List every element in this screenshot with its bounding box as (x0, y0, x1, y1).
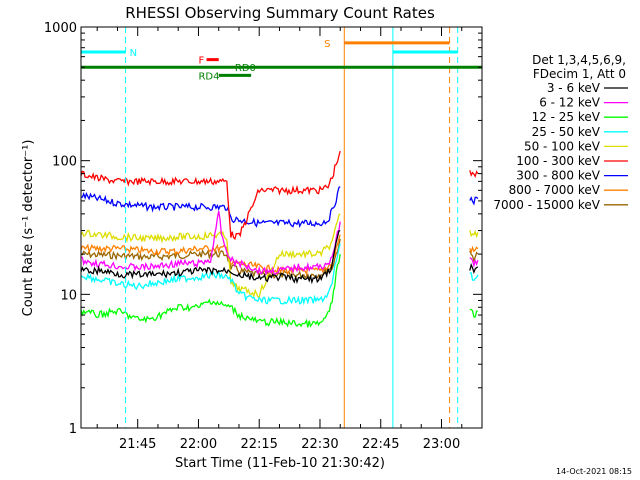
series-line-300-800-kev-seg0 (81, 186, 341, 229)
series-line-6-12-kev-seg0 (81, 210, 341, 276)
series-line-50-100-kev-seg0 (81, 213, 341, 299)
chart-title: RHESSI Observing Summary Count Rates (125, 4, 435, 22)
legend-label-800-7000-kev: 800 - 7000 keV (509, 183, 601, 197)
series-line-12-25-kev-seg0 (81, 254, 341, 328)
legend-label-25-50-kev: 25 - 50 keV (532, 125, 601, 139)
state-bar-label-s: S (324, 39, 330, 50)
series-line-3-6-kev-seg1 (469, 262, 479, 275)
series-line-25-50-kev-seg0 (81, 243, 341, 306)
series-line-7000-15000-kev-seg0 (81, 238, 341, 280)
series-line-25-50-kev-seg1 (469, 272, 479, 282)
plot-area: N S F RD0 RD4 (81, 27, 482, 428)
y-tick-label-1000: 1000 (44, 21, 77, 36)
legend-label-7000-15000-kev: 7000 - 15000 keV (493, 198, 600, 212)
legend-label-3-6-kev: 3 - 6 keV (547, 81, 601, 95)
legend-label-12-25-kev: 12 - 25 keV (532, 110, 601, 124)
legend-header-line-2: FDecim 1, Att 0 (533, 67, 626, 81)
series-line-300-800-kev-seg1 (469, 196, 479, 206)
y-tick-label-1: 1 (69, 422, 77, 437)
y-tick-label-100: 100 (52, 155, 77, 170)
x-tick-label-22:30: 22:30 (301, 437, 338, 452)
generation-timestamp: 14-Oct-2021 08:15 (556, 467, 632, 476)
series-line-6-12-kev-seg1 (469, 257, 479, 269)
series-line-12-25-kev-seg1 (469, 308, 478, 318)
x-tick-label-22:00: 22:00 (180, 437, 217, 452)
series-line-50-100-kev-seg1 (469, 229, 479, 239)
legend-label-6-12-kev: 6 - 12 keV (539, 96, 601, 110)
x-tick-label-21:45: 21:45 (119, 437, 156, 452)
legend: Det 1,3,4,5,6,9, FDecim 1, Att 0 3 - 6 k… (493, 53, 628, 212)
series-line-100-300-kev-seg0 (81, 150, 341, 241)
state-bar-label-f: F (198, 56, 204, 67)
x-tick-label-23:00: 23:00 (423, 437, 460, 452)
plot-content: N S F RD0 RD4 (81, 27, 482, 428)
y-axis-label: Count Rate (s⁻¹ detector⁻¹) (21, 140, 36, 317)
legend-label-300-800-kev: 300 - 800 keV (516, 169, 600, 183)
x-tick-label-22:45: 22:45 (362, 437, 399, 452)
series-line-100-300-kev-seg1 (469, 170, 479, 179)
x-tick-label-22:15: 22:15 (240, 437, 277, 452)
axes: 1 10 100 1000 21:45 22:00 22:15 22:30 22:45 23:00 (44, 21, 483, 452)
state-bar-label-rd0: RD0 (235, 63, 256, 74)
state-bar-label-rd4: RD4 (198, 71, 219, 82)
legend-label-50-100-kev: 50 - 100 keV (524, 139, 601, 153)
state-bar-label-n: N (130, 48, 137, 59)
series-line-800-7000-kev-seg1 (469, 245, 479, 255)
series-line-7000-15000-kev-seg1 (469, 250, 479, 263)
x-axis-label: Start Time (11-Feb-10 21:30:42) (175, 456, 385, 471)
y-tick-label-10: 10 (60, 288, 77, 303)
series-line-3-6-kev-seg0 (81, 229, 341, 285)
legend-header-line-1: Det 1,3,4,5,6,9, (532, 53, 626, 67)
legend-label-100-300-kev: 100 - 300 keV (516, 154, 600, 168)
plot-frame (80, 26, 483, 429)
